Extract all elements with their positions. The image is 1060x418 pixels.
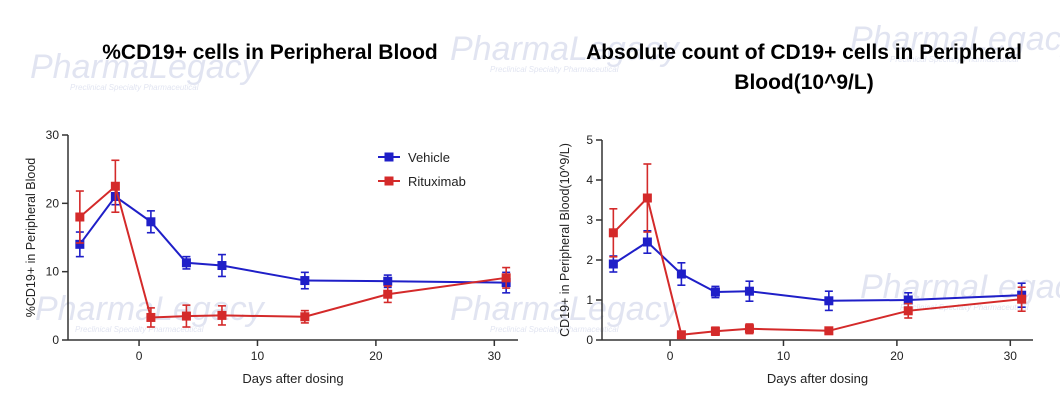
legend-rituximab-label: Rituximab (408, 174, 466, 189)
y-axis-label: CD19+ in Peripheral Blood(10^9/L) (558, 143, 572, 337)
legend-vehicle-label: Vehicle (408, 150, 450, 165)
legend-rituximab-marker (384, 176, 394, 186)
rituximab-point (300, 312, 310, 322)
vehicle-point (146, 217, 156, 227)
x-tick-label: 10 (251, 349, 265, 363)
y-tick-label: 0 (586, 333, 593, 347)
vehicle-point (300, 276, 310, 286)
vehicle-point (181, 258, 191, 268)
vehicle-point (903, 295, 913, 305)
rituximab-point (903, 306, 913, 316)
y-tick-label: 3 (586, 213, 593, 227)
legend-vehicle-marker (384, 152, 394, 162)
vehicle-point (744, 286, 754, 296)
y-tick-label: 5 (586, 133, 593, 147)
x-axis-label: Days after dosing (767, 371, 868, 386)
rituximab-point (217, 310, 227, 320)
rituximab-point (608, 228, 618, 238)
rituximab-point (146, 312, 156, 322)
y-tick-label: 1 (586, 293, 593, 307)
x-tick-label: 0 (667, 349, 674, 363)
rituximab-point (744, 324, 754, 334)
vehicle-point (676, 269, 686, 279)
x-tick-label: 10 (777, 349, 791, 363)
rituximab-point (824, 326, 834, 336)
vehicle-point (608, 259, 618, 269)
y-axis-label: %CD19+ in Peripheral Blood (24, 158, 38, 318)
x-tick-label: 20 (890, 349, 904, 363)
y-tick-label: 0 (52, 333, 59, 347)
rituximab-point (110, 181, 120, 191)
rituximab-point (75, 212, 85, 222)
rituximab-point (642, 193, 652, 203)
x-tick-label: 0 (136, 349, 143, 363)
vehicle-series-line (612, 240, 1022, 302)
x-axis-label: Days after dosing (242, 371, 343, 386)
rituximab-point (710, 326, 720, 336)
rituximab-point (676, 330, 686, 340)
vehicle-point (824, 296, 834, 306)
rituximab-point (383, 289, 393, 299)
rituximab-point (1017, 294, 1027, 304)
chart-title-left: %CD19+ cells in Peripheral Blood (102, 41, 438, 64)
x-tick-label: 30 (488, 349, 502, 363)
chart-title-right: Absolute count of CD19+ cells in Periphe… (586, 41, 1022, 95)
vehicle-point (642, 237, 652, 247)
rituximab-point (181, 311, 191, 321)
rituximab-series-line (612, 196, 1022, 336)
vehicle-point (710, 287, 720, 297)
y-tick-label: 10 (46, 265, 60, 279)
x-tick-label: 20 (369, 349, 383, 363)
y-tick-label: 4 (586, 173, 593, 187)
rituximab-series-line (79, 184, 507, 319)
vehicle-point (217, 261, 227, 271)
y-tick-label: 30 (46, 128, 60, 142)
vehicle-point (383, 276, 393, 286)
y-tick-label: 20 (46, 196, 60, 210)
vehicle-series-line (79, 195, 507, 284)
rituximab-point (501, 273, 511, 283)
x-tick-label: 30 (1004, 349, 1018, 363)
vehicle-point (75, 239, 85, 249)
y-tick-label: 2 (586, 253, 593, 267)
